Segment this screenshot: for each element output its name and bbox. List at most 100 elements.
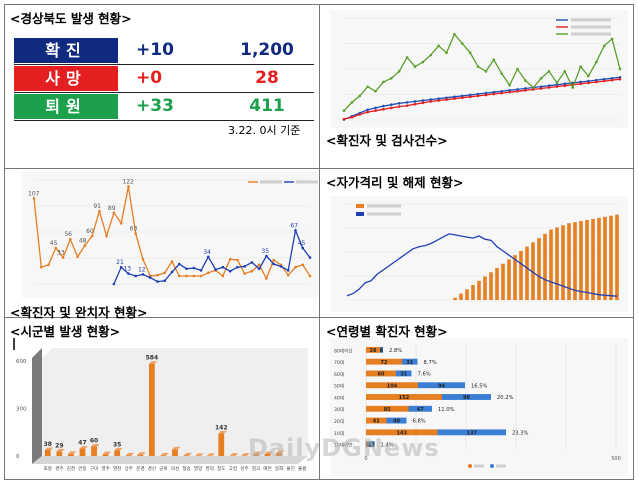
- status-table: 확진 +10 1,200 사망 +0 28 퇴원 +33 411: [14, 38, 314, 121]
- data-label: 33: [57, 250, 65, 257]
- bar: [453, 297, 457, 300]
- data-point: [350, 101, 354, 104]
- data-point: [563, 82, 567, 86]
- bar-top: [218, 431, 227, 434]
- bar: [555, 227, 559, 300]
- data-label: 85: [384, 407, 391, 413]
- data-point: [429, 53, 433, 57]
- data-point: [524, 79, 527, 82]
- data-point: [90, 234, 94, 238]
- x-tick-label: 청도: [217, 466, 225, 472]
- y-tick-label: 600: [16, 359, 27, 365]
- age-chart: 80대이상 28 6 2.8% 70대 72 31 8.7% 60대 60 31 7.6% 50대 104…: [330, 338, 628, 476]
- legend-entry: [571, 32, 611, 36]
- data-point: [476, 65, 480, 68]
- data-label: 35: [113, 441, 121, 448]
- bar: [380, 346, 383, 353]
- data-label: 72: [381, 360, 388, 366]
- y-tick-label: 20대: [334, 418, 344, 425]
- data-label: 41: [373, 419, 380, 425]
- bar: [418, 382, 465, 389]
- data-point: [199, 274, 203, 278]
- y-tick-label: 10대미만: [334, 442, 353, 449]
- x-tick-label: 고령: [229, 465, 237, 472]
- data-point: [618, 67, 622, 71]
- data-point: [342, 109, 346, 113]
- data-point: [587, 74, 590, 78]
- data-point: [516, 67, 519, 71]
- bar-top: [206, 453, 216, 456]
- data-label: 91: [93, 203, 101, 210]
- data-point: [141, 257, 145, 261]
- bar-top: [114, 447, 123, 451]
- bar-top: [229, 453, 239, 456]
- data-point: [429, 98, 433, 101]
- data-point: [524, 87, 527, 90]
- data-point: [221, 274, 225, 278]
- data-point: [587, 81, 590, 85]
- data-label: 34: [203, 249, 211, 256]
- percent-label: 11.0%: [438, 407, 455, 413]
- data-label: 40: [393, 419, 400, 425]
- data-point: [170, 260, 174, 263]
- data-point: [342, 117, 346, 121]
- x-tick-label: 경산: [148, 465, 157, 472]
- chart-side-wall: [32, 348, 42, 464]
- data-point: [374, 106, 377, 110]
- bar: [366, 441, 369, 448]
- status-label-confirmed: 확진: [14, 38, 118, 63]
- status-label-discharged: 퇴원: [14, 94, 118, 119]
- x-tick-label: 포항: [44, 465, 53, 472]
- data-label: 38: [44, 441, 52, 448]
- data-label: 122: [122, 178, 134, 185]
- data-point: [141, 273, 145, 276]
- chart-wall: [42, 348, 308, 456]
- data-point: [405, 101, 409, 104]
- data-point: [243, 272, 246, 275]
- data-point: [301, 263, 305, 267]
- bar-top: [56, 448, 65, 452]
- quarantine-panel-title: <자가격리 및 해제 현황>: [326, 175, 464, 190]
- x-tick-label: 영덕: [205, 465, 213, 472]
- data-point: [571, 81, 574, 85]
- data-point: [192, 266, 196, 270]
- data-label: 60: [378, 372, 385, 378]
- data-point: [39, 265, 43, 269]
- legend-swatch: [356, 212, 364, 216]
- data-point: [228, 257, 232, 261]
- bar: [253, 454, 259, 456]
- data-point: [358, 94, 362, 98]
- data-point: [555, 81, 559, 85]
- bar: [465, 289, 469, 300]
- data-point: [83, 244, 87, 247]
- data-point: [366, 85, 369, 88]
- percent-label: 7.6%: [418, 372, 431, 378]
- x-tick-label: 0: [364, 456, 367, 462]
- data-label: 584: [146, 355, 159, 362]
- data-point: [579, 82, 582, 86]
- x-tick-label: 경주: [55, 465, 63, 472]
- data-point: [579, 65, 582, 68]
- status-increase-discharged: +33: [136, 96, 174, 116]
- status-row-confirmed: 확진 +10 1,200: [14, 38, 314, 63]
- bar-top: [125, 452, 135, 456]
- bar: [477, 280, 481, 300]
- data-point: [484, 70, 488, 73]
- data-point: [32, 197, 36, 200]
- x-tick-label: 영주: [101, 465, 109, 472]
- data-point: [421, 101, 425, 105]
- legend-entry: [496, 464, 506, 468]
- data-point: [279, 265, 283, 268]
- data-point: [47, 263, 50, 267]
- legend-swatch: [490, 464, 494, 468]
- data-point: [547, 70, 551, 73]
- data-label: 142: [215, 425, 228, 432]
- y-tick-label: 40대: [334, 394, 344, 401]
- data-point: [257, 263, 261, 267]
- bar-top: [79, 446, 88, 449]
- data-point: [207, 255, 210, 259]
- data-label: 56: [64, 231, 72, 238]
- bar-top: [253, 451, 262, 455]
- bar-top: [102, 451, 111, 455]
- data-point: [437, 44, 440, 48]
